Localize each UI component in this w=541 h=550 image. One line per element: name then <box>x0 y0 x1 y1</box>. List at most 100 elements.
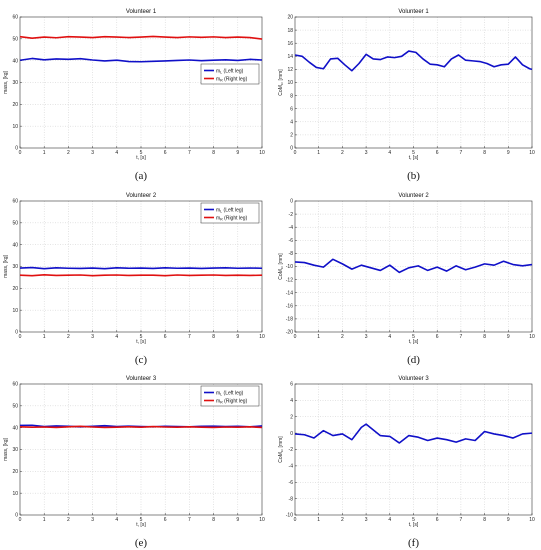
x-tick-label: 10 <box>529 150 535 156</box>
x-tick-label: 8 <box>212 517 215 523</box>
x-tick-label: 6 <box>164 150 167 156</box>
y-tick-label: -12 <box>286 277 293 283</box>
x-tick-label: 0 <box>294 150 297 156</box>
series-line-r <box>19 35 263 40</box>
legend-entry: mR (Right leg) <box>216 215 248 221</box>
y-tick-label: -20 <box>286 330 293 336</box>
y-tick-label: 20 <box>287 15 293 21</box>
x-tick-label: 4 <box>388 334 391 340</box>
legend-entry-rest: (Left leg) <box>222 390 243 396</box>
x-tick-label: 2 <box>341 517 344 523</box>
x-tick-label: 0 <box>19 517 22 523</box>
x-axis-label: t, [s] <box>409 522 419 528</box>
legend-entry-main: m <box>216 398 220 404</box>
x-tick-label: 9 <box>507 334 510 340</box>
y-axis-label-main: CoM <box>278 269 284 280</box>
y-tick-label: 10 <box>287 80 293 86</box>
x-tick-label: 10 <box>259 334 265 340</box>
x-tick-label: 6 <box>164 334 167 340</box>
x-tick-label: 2 <box>341 334 344 340</box>
legend: mL (Left leg)mR (Right leg) <box>200 202 260 224</box>
y-tick-label: 4 <box>290 398 293 404</box>
y-tick-label: 6 <box>290 106 293 112</box>
x-tick-label: 7 <box>188 334 191 340</box>
x-tick-label: 7 <box>460 334 463 340</box>
x-tick-label: 5 <box>140 334 143 340</box>
y-tick-label: 2 <box>290 414 293 420</box>
series-line-l <box>19 266 263 270</box>
x-tick-label: 9 <box>507 150 510 156</box>
y-tick-label: 0 <box>290 146 293 152</box>
y-tick-label: -14 <box>286 290 293 296</box>
x-tick-label: 4 <box>388 150 391 156</box>
legend-entry-main: m <box>216 215 220 221</box>
y-tick-label: 2 <box>290 133 293 139</box>
y-tick-label: 16 <box>287 41 293 47</box>
y-tick-label: 18 <box>287 28 293 34</box>
y-tick-label: 4 <box>290 120 293 126</box>
x-tick-label: 5 <box>412 150 415 156</box>
x-tick-label: 3 <box>91 150 94 156</box>
legend-box <box>200 63 260 85</box>
series-line-0 <box>294 423 533 444</box>
chart-title: Volunteer 1 <box>398 9 429 15</box>
x-tick-label: 8 <box>212 334 215 340</box>
legend-entry-sub: L <box>220 393 222 397</box>
y-tick-label: -4 <box>289 464 294 470</box>
x-tick-label: 5 <box>140 150 143 156</box>
x-tick-label: 4 <box>115 150 118 156</box>
series-line-r <box>19 273 263 277</box>
x-axis-label: t, [s] <box>136 155 146 161</box>
y-tick-label: 60 <box>12 382 18 388</box>
y-tick-label: 0 <box>290 431 293 437</box>
x-tick-label: 7 <box>460 150 463 156</box>
legend-entry: mR (Right leg) <box>216 76 248 82</box>
x-tick-label: 1 <box>317 150 320 156</box>
x-axis-label: t, [s] <box>409 155 419 161</box>
x-tick-label: 4 <box>388 517 391 523</box>
legend-entry-sub: R <box>220 401 223 405</box>
legend-entry: mR (Right leg) <box>216 398 248 404</box>
panel-a: 0 1 2 3 4 5 6 7 8 9 10 0 10 20 30 40 50 60 Volunteer 1 t, [… <box>3 9 265 182</box>
panel-caption: (d) <box>407 354 420 366</box>
chart-title: Volunteer 2 <box>398 193 429 199</box>
y-tick-label: -10 <box>286 513 293 519</box>
x-tick-label: 1 <box>43 334 46 340</box>
y-tick-label: 60 <box>12 199 18 205</box>
chart-title: Volunteer 3 <box>398 376 429 382</box>
panel-caption: (b) <box>407 170 420 182</box>
x-tick-label: 1 <box>43 517 46 523</box>
y-axis-label: mass, [kg] <box>3 71 9 94</box>
x-tick-label: 9 <box>236 517 239 523</box>
x-tick-label: 6 <box>436 150 439 156</box>
x-tick-label: 2 <box>67 517 70 523</box>
y-axis-label-sub: x <box>280 450 284 452</box>
y-axis-label-main: CoM <box>278 85 284 96</box>
legend-entry: mL (Left leg) <box>216 390 244 396</box>
y-tick-label: -6 <box>289 480 294 486</box>
y-tick-label: -2 <box>289 212 294 218</box>
y-axis-label: mass, [kg] <box>3 438 9 461</box>
y-axis-label: CoMx, [mm] <box>278 436 284 463</box>
x-tick-label: 9 <box>236 150 239 156</box>
y-axis-label: mass, [kg] <box>3 255 9 278</box>
y-tick-label: -18 <box>286 317 293 323</box>
x-tick-label: 0 <box>294 517 297 523</box>
x-tick-label: 10 <box>259 150 265 156</box>
y-axis-label: CoMx, [mm] <box>278 253 284 280</box>
panel-e: 0 1 2 3 4 5 6 7 8 9 10 0 10 20 30 40 50 60 Volunteer 3 t, [… <box>3 376 265 549</box>
x-tick-label: 1 <box>317 334 320 340</box>
panel-c: 0 1 2 3 4 5 6 7 8 9 10 0 10 20 30 40 50 60 Volunteer 2 t, [… <box>3 193 265 366</box>
panel-caption: (a) <box>135 170 148 182</box>
legend: mL (Left leg)mR (Right leg) <box>200 63 260 85</box>
x-tick-label: 8 <box>483 150 486 156</box>
legend-box <box>200 385 260 407</box>
x-tick-label: 8 <box>483 517 486 523</box>
x-tick-label: 0 <box>294 334 297 340</box>
x-tick-label: 8 <box>483 334 486 340</box>
y-tick-label: 10 <box>12 491 18 497</box>
y-axis-label: CoMx, [mm] <box>278 69 284 96</box>
x-tick-label: 5 <box>140 517 143 523</box>
x-tick-label: 3 <box>365 334 368 340</box>
